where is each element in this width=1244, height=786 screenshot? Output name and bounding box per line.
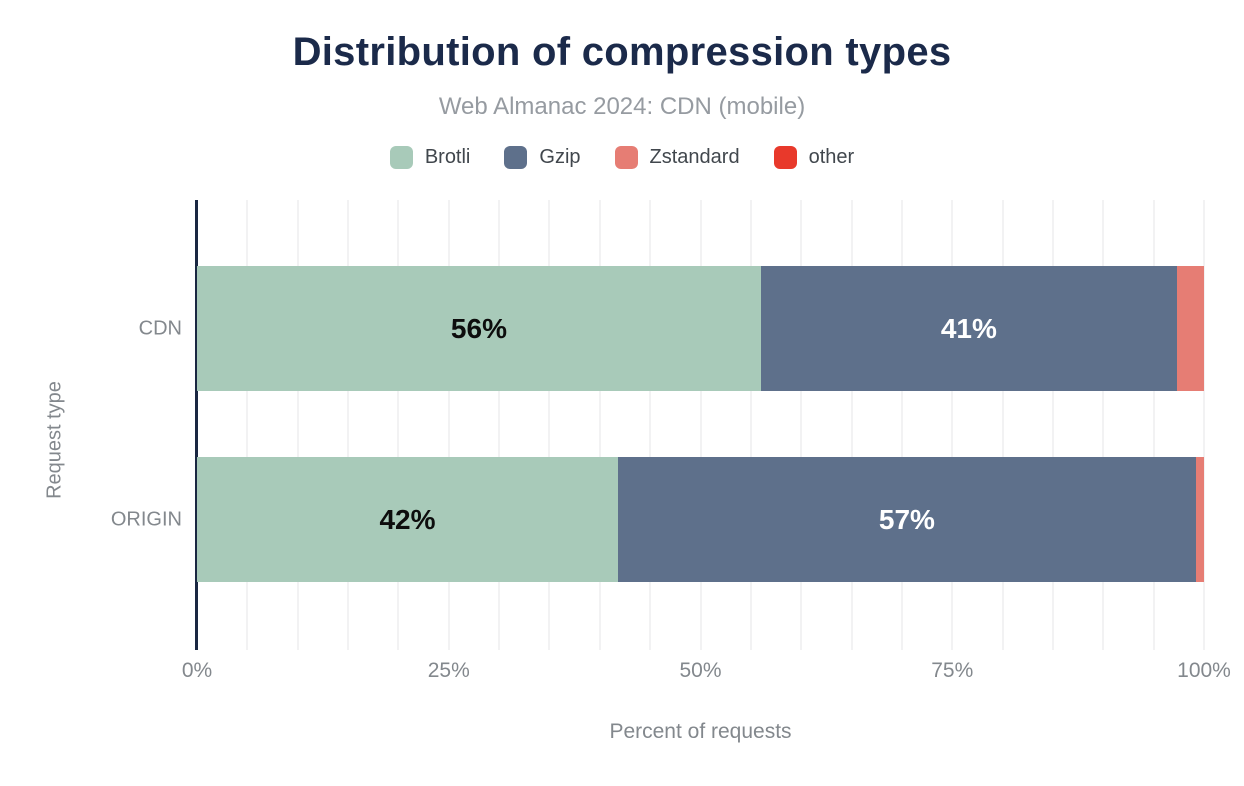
gridline (598, 200, 601, 650)
bar-value-label: 57% (878, 503, 935, 535)
bar-segment-origin-gzip[interactable]: 57% (617, 457, 1196, 582)
legend-item-label: other (808, 146, 855, 168)
legend-item-gzip[interactable]: Gzip (504, 146, 581, 169)
gridline (900, 200, 903, 650)
plot-area: 56% 41% CDN 42% 57% ORIGIN 0% 25% 50% 75% 100% (111, 200, 1231, 682)
x-tick-75: 75% (931, 659, 974, 682)
x-tick-25: 25% (427, 659, 470, 682)
gridline (850, 200, 853, 650)
gridline (1102, 200, 1105, 650)
legend-item-brotli[interactable]: Brotli (389, 146, 471, 169)
gridline (699, 200, 702, 650)
x-axis-title: Percent of requests (609, 720, 792, 743)
bar-value-label: 41% (940, 312, 997, 344)
gridline (1152, 200, 1155, 650)
bar-segment-origin-zstandard[interactable] (1195, 457, 1204, 582)
bar-segment-cdn-gzip[interactable]: 41% (760, 266, 1177, 391)
bar-segment-cdn-brotli[interactable]: 56% (197, 266, 761, 391)
gridline (498, 200, 501, 650)
x-tick-100: 100% (1177, 659, 1231, 682)
gridline (548, 200, 551, 650)
gridline (447, 200, 450, 650)
legend-swatch-icon (614, 146, 638, 169)
bar-cdn: 56% 41% (197, 266, 1204, 391)
legend-swatch-icon (389, 146, 413, 169)
gridline (397, 200, 400, 650)
chart-subtitle: Web Almanac 2024: CDN (mobile) (438, 93, 806, 120)
legend-item-label: Zstandard (649, 146, 740, 168)
gridline (749, 200, 752, 650)
gridline (1203, 200, 1205, 650)
gridline (1051, 200, 1054, 650)
gridline (347, 200, 350, 650)
gridline (649, 200, 652, 650)
legend-swatch-icon (504, 146, 528, 169)
gridline (296, 200, 299, 650)
y-tick-origin: ORIGIN (110, 508, 182, 530)
x-tick-50: 50% (679, 659, 722, 682)
bar-value-label: 42% (379, 503, 436, 535)
bar-value-label: 56% (450, 312, 507, 344)
gridline (246, 200, 249, 650)
legend-item-label: Gzip (539, 146, 581, 168)
x-tick-0: 0% (181, 659, 213, 682)
y-tick-cdn: CDN (138, 317, 182, 339)
y-axis-line (195, 200, 198, 650)
bar-origin: 42% 57% (197, 457, 1204, 582)
bar-segment-cdn-zstandard[interactable] (1176, 266, 1204, 391)
chart-title: Distribution of compression types (292, 30, 952, 74)
legend-item-label: Brotli (424, 146, 471, 168)
gridline (951, 200, 954, 650)
gridline (800, 200, 803, 650)
y-axis-title: Request type (43, 381, 66, 499)
legend-item-zstandard[interactable]: Zstandard (614, 146, 740, 169)
legend: Brotli Gzip Zstandard other (0, 146, 1244, 169)
gridline (1001, 200, 1004, 650)
legend-swatch-icon (773, 146, 797, 169)
legend-item-other[interactable]: other (773, 146, 855, 169)
bar-segment-origin-brotli[interactable]: 42% (197, 457, 618, 582)
